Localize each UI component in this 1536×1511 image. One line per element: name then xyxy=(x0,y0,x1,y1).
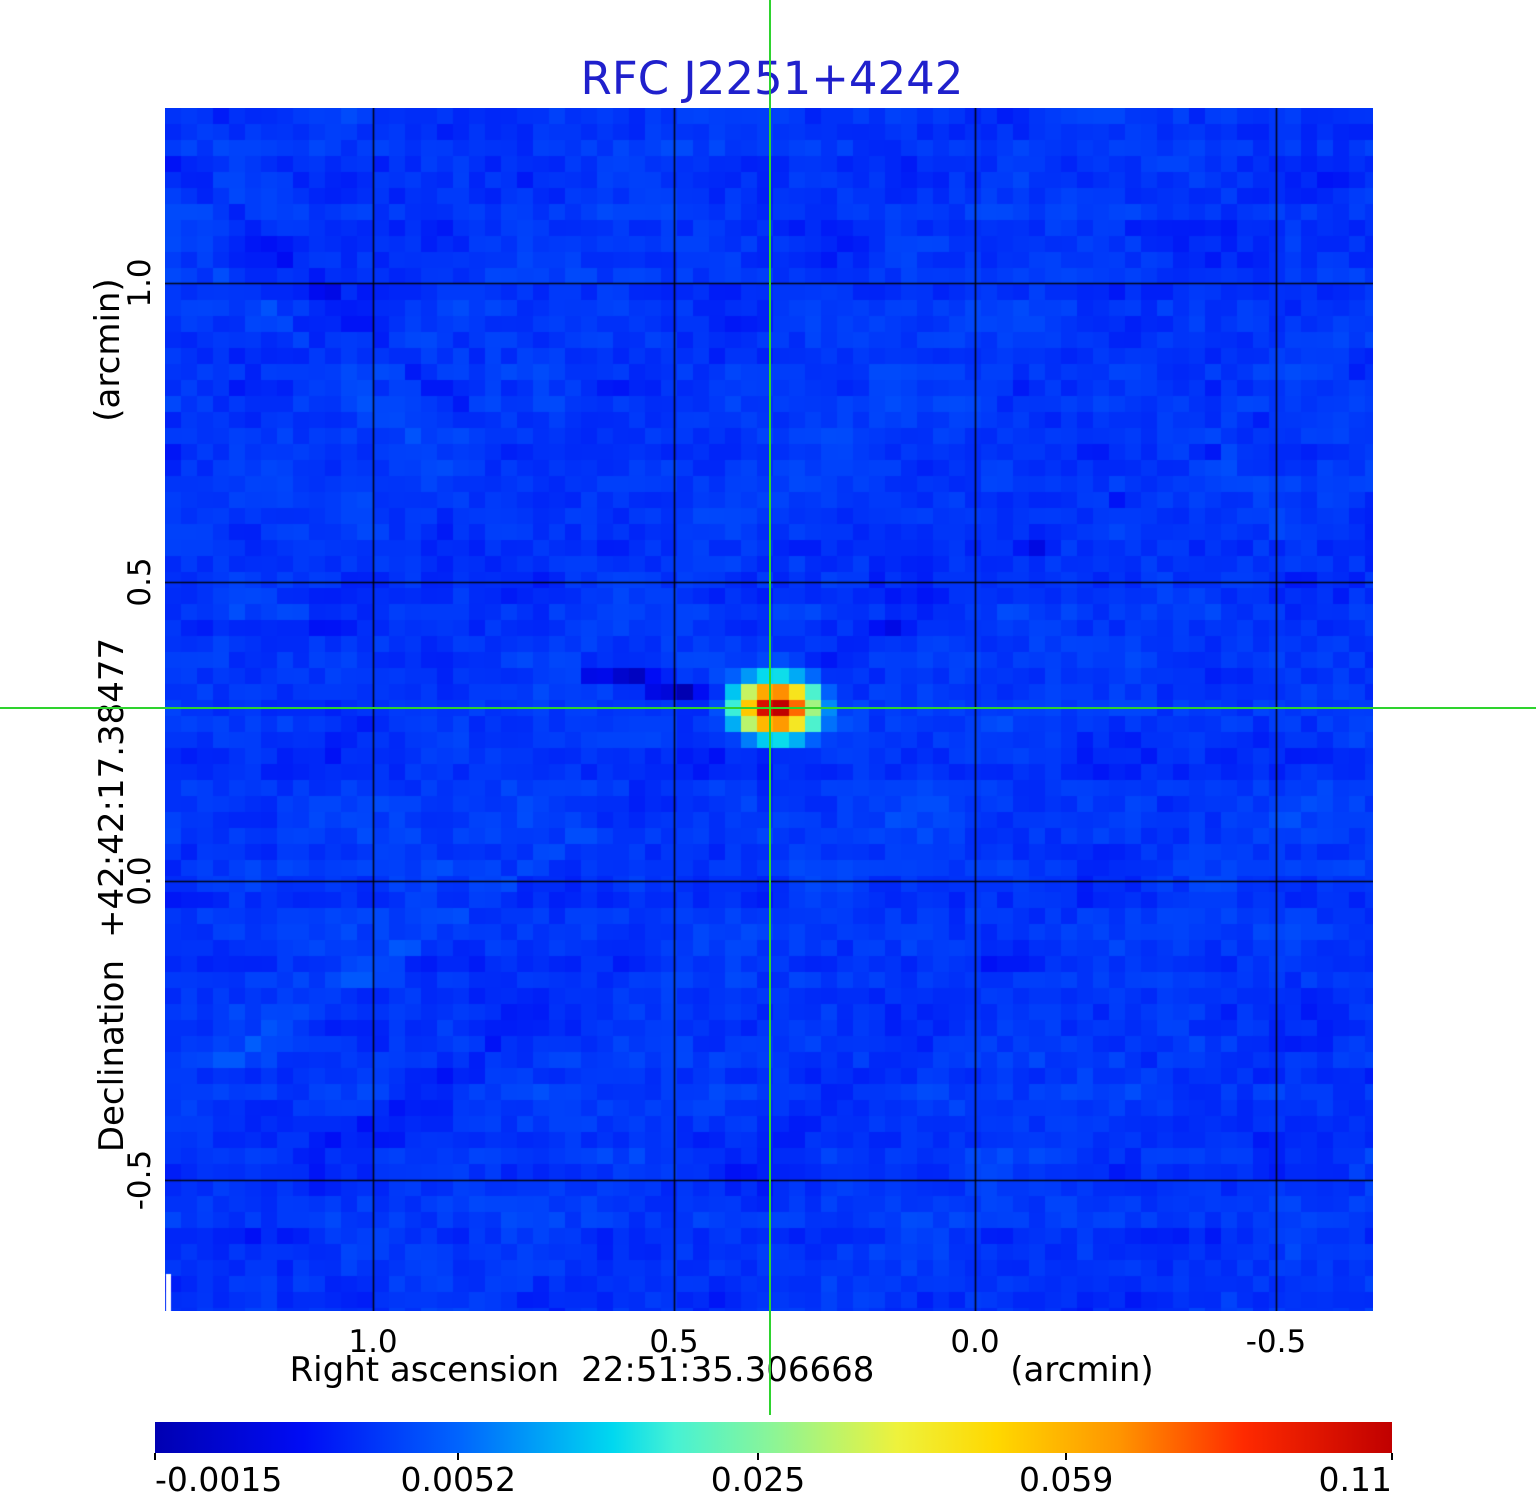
x-axis-value: 22:51:35.306668 xyxy=(581,1350,875,1390)
x-tick-label: 0.0 xyxy=(950,1324,1000,1360)
colorbar-tick-label: 0.059 xyxy=(1018,1460,1114,1499)
colorbar-tick-label: 0.11 xyxy=(1318,1460,1392,1499)
colorbar: -0.0015 0.0052 0.025 0.059 0.11 xyxy=(154,1422,1393,1502)
colorbar-tick-label: 0.025 xyxy=(710,1460,806,1499)
x-axis-unit: (arcmin) xyxy=(1010,1350,1154,1390)
figure-title: RFC J2251+4242 xyxy=(581,52,964,105)
radio-map-canvas xyxy=(165,108,1373,1311)
y-axis-title: Declination +42:42:17.38477 xyxy=(92,638,132,1152)
colorbar-tick xyxy=(1065,1453,1068,1460)
colorbar-tick xyxy=(457,1453,460,1460)
y-axis-name: Declination xyxy=(92,959,132,1153)
y-axis-unit: (arcmin) xyxy=(88,278,128,422)
x-tick-label: -0.5 xyxy=(1245,1324,1307,1360)
figure-title-text: RFC J2251+4242 xyxy=(580,52,964,105)
y-tick-label: 0.5 xyxy=(122,557,158,607)
colorbar-tick-label: -0.0015 xyxy=(155,1460,283,1499)
x-axis-title: Right ascension 22:51:35.306668 xyxy=(290,1350,875,1390)
x-tick-label: 1.0 xyxy=(348,1324,398,1360)
colorbar-tick xyxy=(1391,1453,1393,1460)
crosshair-horizontal-line xyxy=(0,706,1536,709)
y-tick-label: -0.5 xyxy=(122,1149,158,1211)
x-axis-name: Right ascension xyxy=(289,1350,560,1390)
x-tick-label: 0.5 xyxy=(649,1324,699,1360)
colorbar-gradient xyxy=(155,1422,1392,1453)
colorbar-tick-label: 0.0052 xyxy=(400,1460,516,1499)
colorbar-tick xyxy=(154,1453,156,1460)
colorbar-tick xyxy=(757,1453,760,1460)
y-axis-value: +42:42:17.38477 xyxy=(92,637,132,938)
